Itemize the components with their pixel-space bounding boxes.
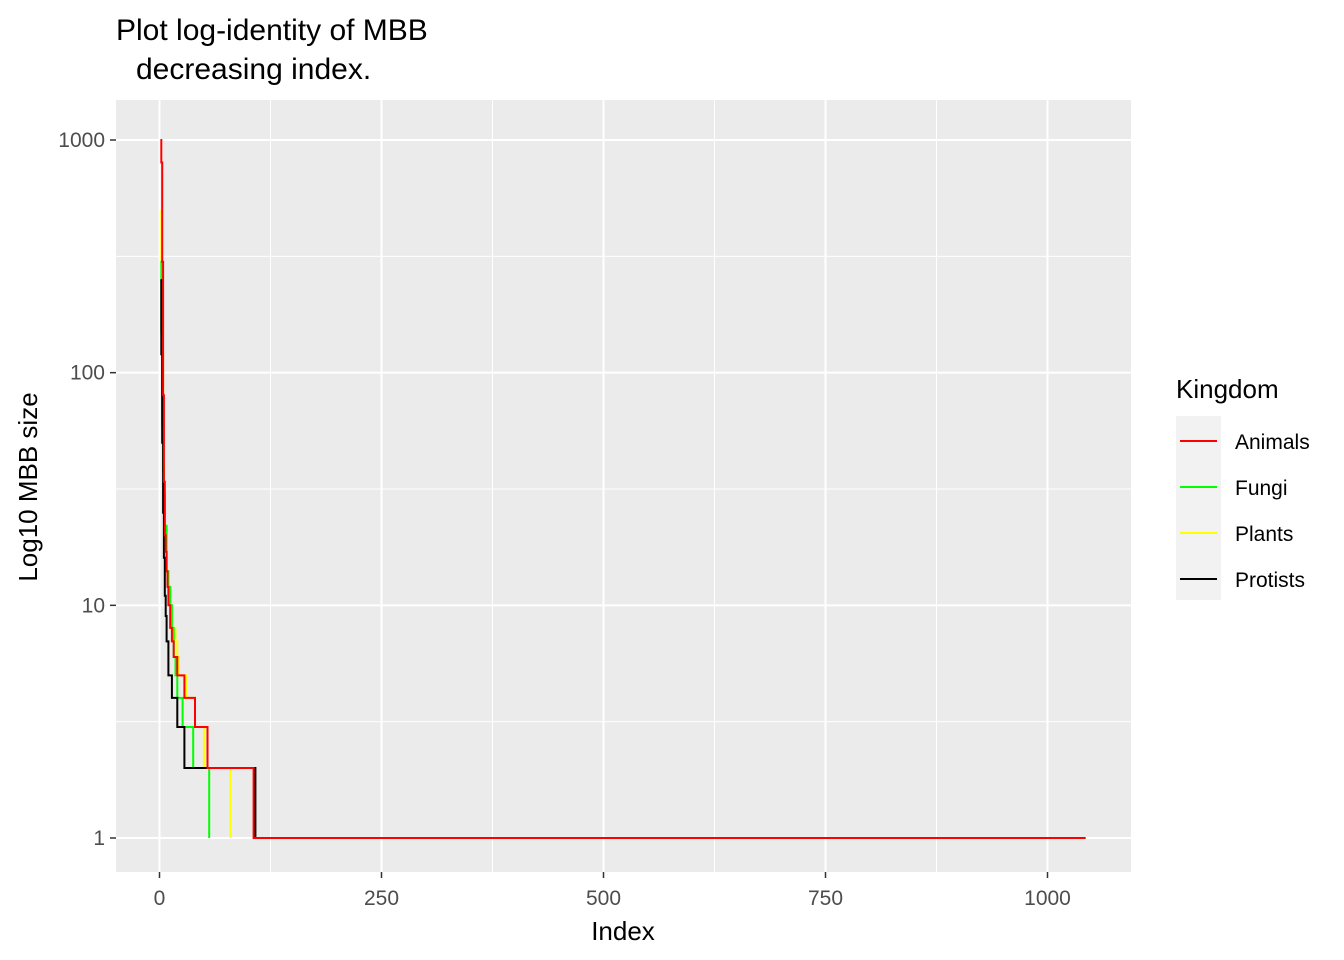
chart-title-line2: decreasing index. [136, 53, 371, 86]
legend: Kingdom Animals Fungi Plants Protists [1176, 374, 1310, 600]
chart-title-line1: Plot log-identity of MBB [116, 14, 428, 47]
y-tick-label: 1000 [58, 129, 105, 152]
legend-label-animals: Animals [1235, 431, 1310, 454]
y-axis: 1 10 100 1000 [58, 129, 116, 850]
x-axis: 0 250 500 750 1000 [154, 872, 1071, 910]
series-layer [160, 139, 1086, 839]
x-axis-label: Index [591, 916, 655, 946]
y-tick-label: 1 [93, 827, 105, 850]
plot-panel [116, 100, 1131, 872]
x-tick-label: 0 [154, 887, 166, 910]
series-line-protists [160, 279, 257, 838]
x-tick-label: 250 [364, 887, 399, 910]
legend-key-background [1176, 416, 1221, 600]
x-tick-label: 1000 [1024, 887, 1071, 910]
legend-label-fungi: Fungi [1235, 477, 1288, 500]
x-tick-label: 750 [808, 887, 843, 910]
legend-items: Animals Fungi Plants Protists [1180, 431, 1310, 592]
series-line-animals [160, 139, 1086, 839]
legend-label-protists: Protists [1235, 569, 1305, 592]
y-tick-label: 100 [70, 362, 105, 385]
y-tick-label: 10 [82, 594, 105, 617]
grid-minor [116, 100, 1131, 872]
legend-title: Kingdom [1176, 374, 1279, 404]
y-axis-label: Log10 MBB size [13, 392, 43, 581]
x-tick-label: 500 [586, 887, 621, 910]
legend-label-plants: Plants [1235, 523, 1293, 546]
